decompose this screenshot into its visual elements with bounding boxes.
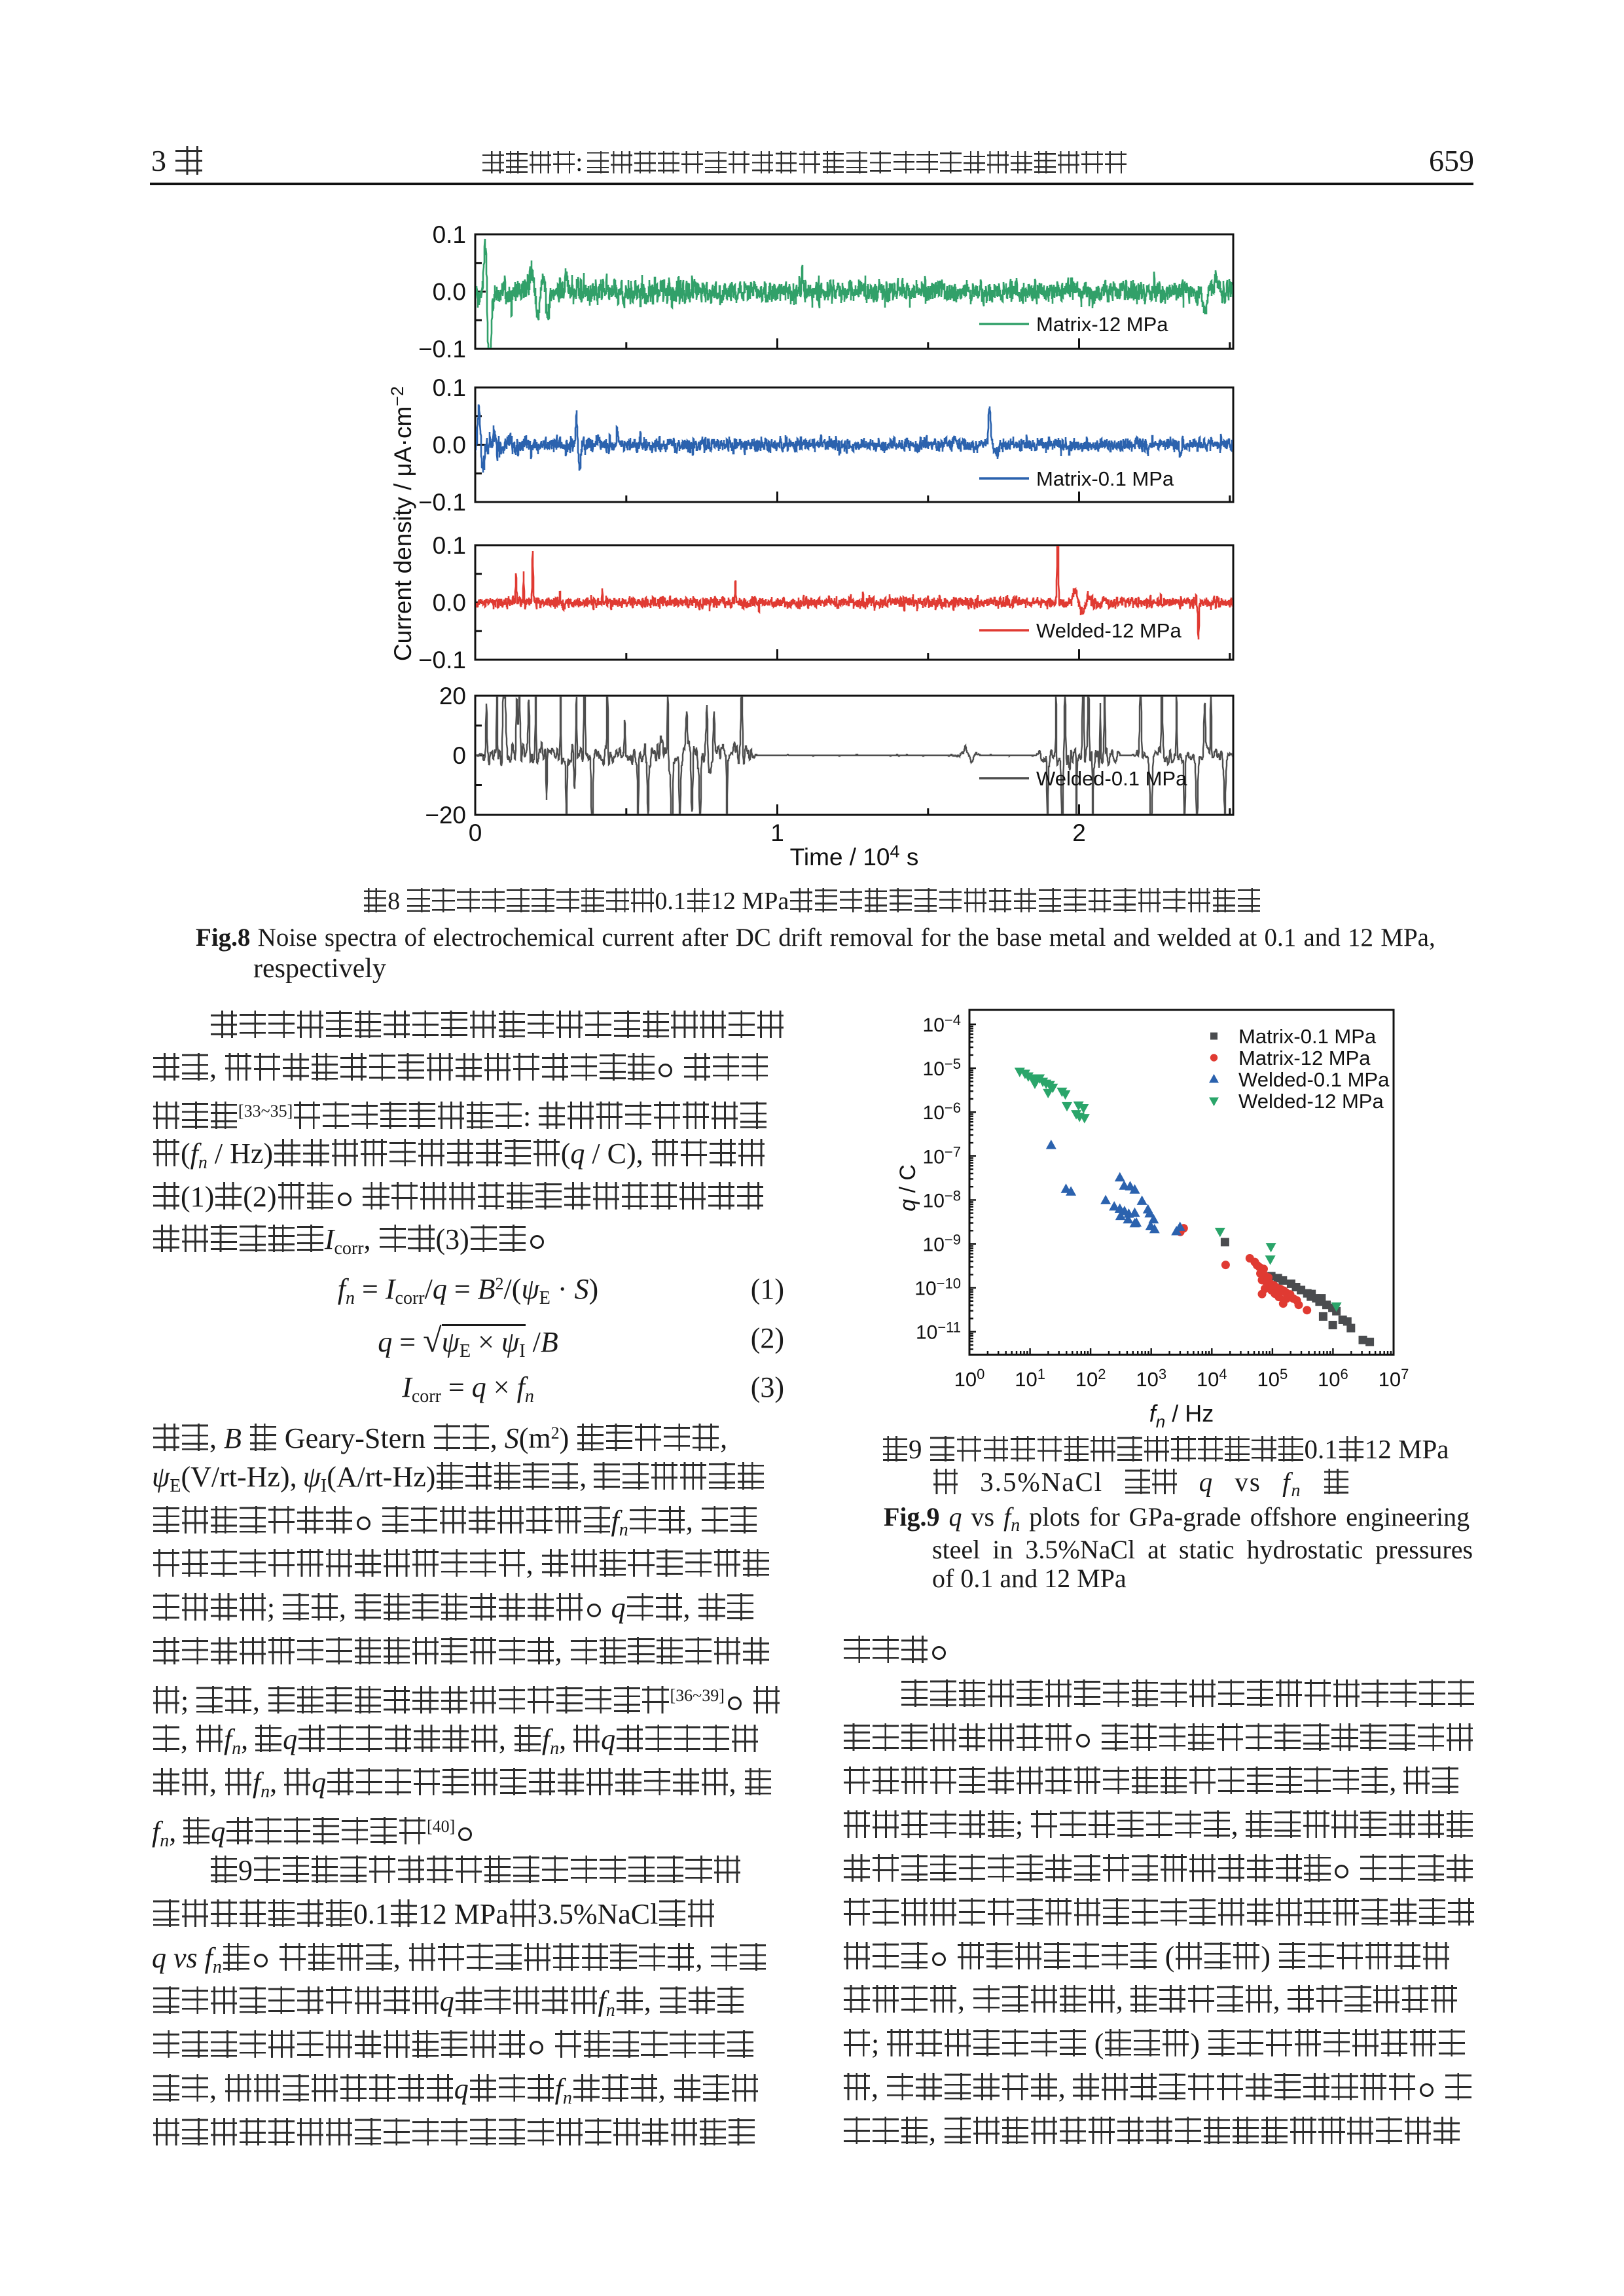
svg-text:0.1: 0.1 <box>433 221 466 248</box>
svg-text:Matrix-0.1 MPa: Matrix-0.1 MPa <box>1238 1025 1377 1048</box>
svg-text:−0.1: −0.1 <box>418 336 466 363</box>
svg-text:103: 103 <box>1136 1366 1166 1391</box>
svg-text:107: 107 <box>1379 1366 1409 1391</box>
svg-text:Matrix-0.1 MPa: Matrix-0.1 MPa <box>1036 467 1174 490</box>
svg-text:0.1: 0.1 <box>433 374 466 401</box>
svg-text:−0.1: −0.1 <box>418 489 466 516</box>
svg-text:10−8: 10−8 <box>923 1187 961 1211</box>
svg-text:0: 0 <box>452 742 466 769</box>
svg-text:10−5: 10−5 <box>923 1056 961 1080</box>
svg-text:105: 105 <box>1257 1366 1288 1391</box>
svg-text:10−4: 10−4 <box>923 1012 961 1036</box>
svg-text:0.1: 0.1 <box>433 532 466 559</box>
svg-text:Welded-12 MPa: Welded-12 MPa <box>1036 619 1182 642</box>
svg-text:Matrix-12 MPa: Matrix-12 MPa <box>1238 1047 1371 1069</box>
svg-text:101: 101 <box>1015 1366 1045 1391</box>
svg-text:fn / Hz: fn / Hz <box>1149 1400 1214 1431</box>
svg-text:Welded-0.1 MPa: Welded-0.1 MPa <box>1036 767 1187 790</box>
svg-text:q / C: q / C <box>895 1164 920 1211</box>
svg-text:10−10: 10−10 <box>914 1276 961 1300</box>
svg-text:10−6: 10−6 <box>923 1100 961 1124</box>
svg-text:0: 0 <box>469 819 482 846</box>
svg-text:Time / 104 s: Time / 104 s <box>790 842 919 870</box>
svg-text:2: 2 <box>1072 819 1086 846</box>
svg-text:Matrix-12 MPa: Matrix-12 MPa <box>1036 313 1168 336</box>
svg-text:−20: −20 <box>425 802 466 829</box>
svg-text:104: 104 <box>1197 1366 1227 1391</box>
svg-text:106: 106 <box>1318 1366 1348 1391</box>
svg-text:Welded-12 MPa: Welded-12 MPa <box>1238 1090 1384 1113</box>
svg-text:0.0: 0.0 <box>433 279 466 306</box>
svg-text:Welded-0.1 MPa: Welded-0.1 MPa <box>1238 1068 1390 1091</box>
svg-text:102: 102 <box>1075 1366 1106 1391</box>
svg-text:100: 100 <box>954 1366 985 1391</box>
svg-text:0.0: 0.0 <box>433 590 466 617</box>
svg-text:10−9: 10−9 <box>923 1232 961 1256</box>
svg-text:1: 1 <box>770 819 784 846</box>
svg-text:−0.1: −0.1 <box>418 647 466 673</box>
svg-text:20: 20 <box>439 683 466 709</box>
svg-text:0.0: 0.0 <box>433 432 466 459</box>
svg-text:Current density / μA·cm−2: Current density / μA·cm−2 <box>388 386 416 661</box>
svg-text:10−11: 10−11 <box>916 1319 961 1344</box>
svg-text:10−7: 10−7 <box>923 1143 961 1168</box>
